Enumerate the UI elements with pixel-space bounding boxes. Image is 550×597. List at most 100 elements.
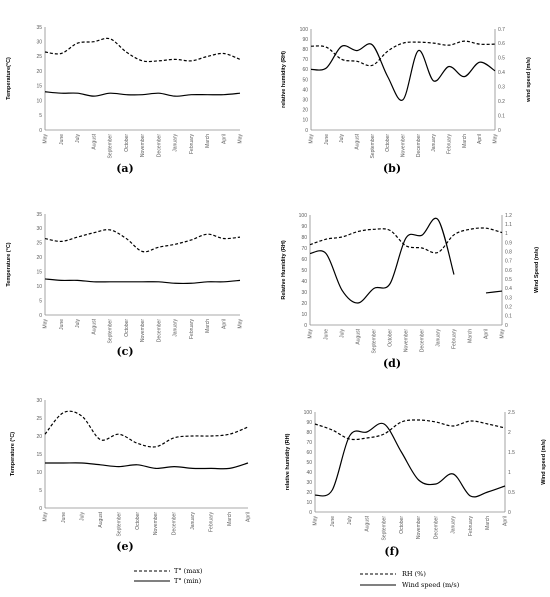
y-tick-label-f: 60 — [306, 450, 312, 456]
panel-label-f: (f) — [384, 545, 399, 558]
y-tick-label-b: 70 — [302, 57, 308, 63]
y-tick-label-e: 10 — [36, 470, 42, 476]
y-tick-label-b: 30 — [302, 98, 308, 104]
x-tick-label-d: August — [356, 328, 362, 344]
y-tick-label-e: 15 — [36, 452, 42, 458]
y-tick-label-d: 10 — [301, 312, 307, 318]
y2-tick-label-f: 2 — [508, 430, 511, 436]
y-axis-label-b: relative humidity (RH) — [281, 51, 287, 108]
y-tick-label-c: 20 — [36, 255, 42, 261]
x-tick-label-b: March — [462, 134, 468, 148]
y-tick-label-e: 20 — [36, 434, 42, 440]
x-tick-label-f: December — [433, 516, 439, 539]
x-tick-label-c: February — [189, 319, 195, 340]
y2-tick-label-d: 0.7 — [505, 259, 512, 265]
y-tick-label-f: 0 — [309, 510, 312, 516]
x-tick-label-d: June — [324, 329, 330, 340]
x-tick-label-a: June — [59, 134, 65, 145]
x-tick-label-f: June — [330, 516, 336, 527]
y-tick-label-a: 0 — [39, 128, 42, 134]
y-tick-label-c: 15 — [36, 270, 42, 276]
series-line-d-solid — [485, 290, 503, 294]
y-tick-label-c: 5 — [39, 298, 42, 304]
y-axis-label-c: Temperature (°C) — [6, 242, 12, 286]
y2-tick-label-b: 0.6 — [498, 41, 505, 47]
y-tick-label-e: 25 — [36, 416, 42, 422]
y2-tick-label-b: 0.5 — [498, 56, 505, 62]
y-tick-label-e: 30 — [36, 398, 42, 404]
x-tick-label-b: August — [355, 133, 361, 149]
x-tick-label-f: September — [382, 516, 388, 541]
y-tick-label-d: 50 — [301, 268, 307, 274]
y-tick-label-a: 35 — [36, 25, 42, 31]
x-tick-label-d: September — [372, 329, 378, 354]
y-tick-label-f: 10 — [306, 500, 312, 506]
series-line-e-dashed — [44, 410, 249, 448]
x-tick-label-f: April — [503, 516, 509, 526]
y2-tick-label-d: 0.8 — [505, 249, 512, 255]
x-tick-label-c: March — [205, 319, 211, 333]
x-tick-label-a: November — [140, 134, 146, 157]
panel-label-b: (b) — [383, 162, 401, 175]
y-tick-label-b: 90 — [302, 37, 308, 43]
x-tick-label-c: October — [124, 319, 130, 337]
y2-tick-label-d: 0.2 — [505, 304, 512, 310]
x-tick-label-a: July — [75, 134, 81, 143]
x-tick-label-c: December — [156, 319, 162, 342]
y-tick-label-f: 80 — [306, 430, 312, 436]
x-tick-label-d: February — [452, 329, 458, 350]
panel-label-c: (c) — [116, 345, 133, 358]
x-tick-label-f: May — [313, 516, 319, 526]
y-tick-label-b: 10 — [302, 118, 308, 124]
x-tick-label-b: April — [477, 134, 483, 144]
legend-label-tmax: T° (max) — [174, 567, 203, 575]
y-tick-label-f: 90 — [306, 420, 312, 426]
y-tick-label-f: 50 — [306, 460, 312, 466]
y2-tick-label-d: 0.9 — [505, 240, 512, 246]
panel-e: 0 5 10 15 20 25 30 Temperature (°C) May June July A… — [10, 398, 252, 553]
x-tick-label-d: May — [308, 329, 314, 339]
x-tick-label-b: July — [339, 134, 345, 143]
x-tick-label-f: February — [468, 516, 474, 537]
y-tick-label-c: 35 — [36, 212, 42, 218]
panel-a: 0 5 10 15 20 25 30 35 Temperature(°C) May June July… — [6, 25, 244, 175]
x-tick-label-f: August — [364, 515, 370, 531]
x-tick-label-d: April — [484, 329, 490, 339]
x-tick-label-c: May — [43, 319, 49, 329]
y-tick-label-b: 100 — [300, 27, 309, 33]
x-tick-label-a: February — [189, 134, 195, 155]
y-tick-label-d: 100 — [299, 213, 308, 219]
panel-c: 0 5 10 15 20 25 30 35 Temperature (°C) May June Jul… — [6, 212, 244, 358]
x-tick-label-a: May — [238, 134, 244, 144]
x-tick-label-e: March — [227, 512, 233, 526]
series-line-c-dashed — [44, 229, 241, 253]
y2-tick-label-b: 0.1 — [498, 113, 505, 119]
x-tick-label-f: March — [485, 516, 491, 530]
x-tick-label-c: May — [238, 319, 244, 329]
y-axis-label-e: Temperature (°C) — [10, 432, 16, 476]
y-tick-label-d: 40 — [301, 279, 307, 285]
x-tick-label-e: October — [135, 512, 141, 530]
y2-tick-label-d: 0.5 — [505, 277, 512, 283]
y2-tick-label-d: 1.1 — [505, 222, 512, 228]
x-tick-label-c: September — [108, 319, 114, 344]
y-tick-label-f: 40 — [306, 470, 312, 476]
y-tick-label-d: 0 — [304, 323, 307, 329]
x-tick-label-e: September — [116, 512, 122, 537]
y-tick-label-d: 90 — [301, 224, 307, 230]
x-tick-label-c: June — [59, 319, 65, 330]
x-tick-label-e: April — [246, 512, 252, 522]
x-tick-label-b: November — [401, 134, 407, 157]
y-axis-label-d: Relative Humidity (RH) — [281, 240, 287, 299]
y-tick-label-f: 20 — [306, 490, 312, 496]
y-tick-label-d: 20 — [301, 301, 307, 307]
series-line-b-dashed — [310, 40, 496, 67]
y-tick-label-d: 70 — [301, 246, 307, 252]
x-tick-label-e: June — [61, 512, 67, 523]
x-tick-label-d: March — [468, 329, 474, 343]
x-tick-label-d: November — [404, 329, 410, 352]
x-tick-label-b: June — [324, 134, 330, 145]
y-tick-label-c: 0 — [39, 313, 42, 319]
y2-tick-label-f: 0.5 — [508, 490, 515, 496]
y-tick-label-c: 30 — [36, 226, 42, 232]
